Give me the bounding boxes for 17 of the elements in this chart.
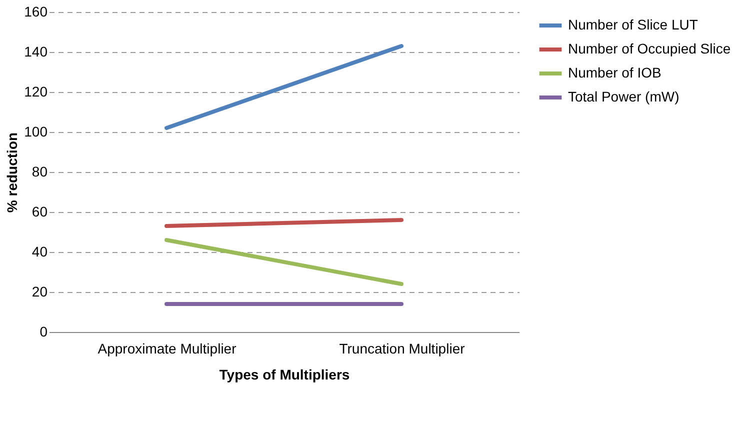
y-tick-label: 80 <box>32 164 48 180</box>
y-tick-label: 160 <box>24 4 48 20</box>
y-tick-label: 0 <box>40 324 48 340</box>
legend-label: Total Power (mW) <box>568 88 680 104</box>
x-axis-title: Types of Multipliers <box>219 366 350 382</box>
y-tick-label: 120 <box>24 84 48 100</box>
x-tick-label: Approximate Multiplier <box>98 340 237 356</box>
y-tick-label: 60 <box>32 204 48 220</box>
y-tick-label: 20 <box>32 284 48 300</box>
y-tick-label: 100 <box>24 124 48 140</box>
y-tick-label: 40 <box>32 244 48 260</box>
y-axis-title: % reduction <box>4 132 20 213</box>
x-tick-label: Truncation Multiplier <box>339 340 466 356</box>
y-tick-label: 140 <box>24 44 48 60</box>
legend-label: Number of IOB <box>568 64 662 80</box>
legend-label: Number of Slice LUT <box>568 16 698 32</box>
legend-label: Number of Occupied Slice <box>568 40 731 56</box>
